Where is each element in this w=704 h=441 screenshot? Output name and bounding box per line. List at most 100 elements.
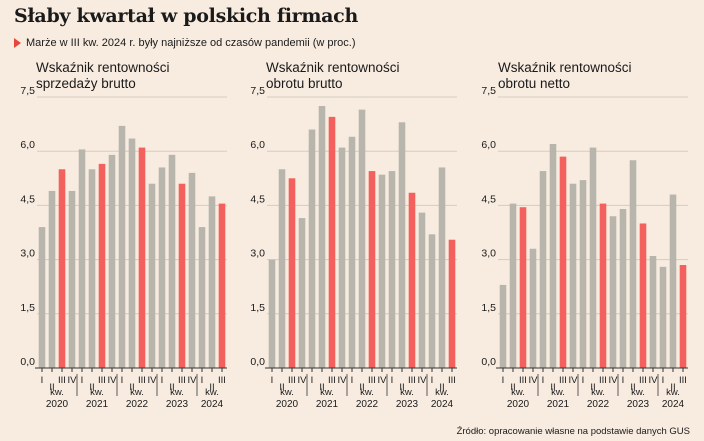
y-tick-label: 6,0 bbox=[481, 139, 496, 151]
bar bbox=[198, 227, 206, 368]
quarter-label: III bbox=[519, 375, 527, 386]
kw-label: kw. bbox=[551, 387, 565, 398]
quarter-label: IV bbox=[148, 375, 158, 386]
quarter-label: I bbox=[622, 375, 625, 386]
bar bbox=[499, 284, 507, 368]
red-triangle-icon bbox=[14, 38, 21, 48]
kw-label: kw. bbox=[280, 387, 294, 398]
quarter-label: IV bbox=[188, 375, 198, 386]
bar bbox=[218, 203, 226, 368]
y-tick-label: 3,0 bbox=[250, 248, 265, 260]
quarter-label: I bbox=[201, 375, 204, 386]
y-tick-label: 0,0 bbox=[481, 356, 496, 368]
year-label: 2023 bbox=[166, 399, 189, 410]
quarter-label: III bbox=[408, 375, 416, 386]
quarter-label: II bbox=[510, 382, 515, 393]
year-label: 2023 bbox=[396, 399, 419, 410]
year-label: 2023 bbox=[627, 399, 650, 410]
quarter-label: II bbox=[550, 382, 555, 393]
quarter-label: IV bbox=[378, 375, 388, 386]
chart-title: Słaby kwartał w polskich firmach bbox=[14, 5, 358, 27]
panel-title-turnover-gross: Wskaźnik rentowności obrotu brutto bbox=[266, 60, 446, 92]
kw-label: kw. bbox=[50, 387, 64, 398]
y-tick-label: 0,0 bbox=[20, 356, 35, 368]
bar bbox=[308, 129, 316, 368]
quarter-label: I bbox=[41, 375, 44, 386]
panel-title-turnover-net: Wskaźnik rentowności obrotu netto bbox=[498, 60, 678, 92]
quarter-label: I bbox=[431, 375, 434, 386]
quarter-label: I bbox=[311, 375, 314, 386]
bar bbox=[108, 154, 116, 368]
quarter-label: IV bbox=[529, 375, 539, 386]
kw-label: kw. bbox=[511, 387, 525, 398]
bar bbox=[298, 218, 306, 368]
bar bbox=[669, 194, 677, 368]
quarter-label: I bbox=[582, 375, 585, 386]
bar bbox=[178, 183, 186, 368]
year-label: 2021 bbox=[86, 399, 109, 410]
year-label: 2021 bbox=[547, 399, 570, 410]
kw-label: kw. bbox=[591, 387, 605, 398]
year-label: 2022 bbox=[356, 399, 379, 410]
bar bbox=[288, 178, 296, 368]
bar bbox=[679, 265, 687, 368]
y-tick-label: 1,5 bbox=[481, 302, 496, 314]
quarter-label: II bbox=[49, 382, 54, 393]
y-tick-label: 1,5 bbox=[250, 302, 265, 314]
bar bbox=[98, 163, 106, 368]
bar bbox=[168, 154, 176, 368]
quarter-label: IV bbox=[569, 375, 579, 386]
quarter-label: III bbox=[368, 375, 376, 386]
kw-label: kw. bbox=[631, 387, 645, 398]
quarter-label: II bbox=[439, 382, 444, 393]
bar bbox=[659, 266, 667, 368]
quarter-label: III bbox=[218, 375, 226, 386]
year-label: 2022 bbox=[126, 399, 149, 410]
quarter-label: I bbox=[662, 375, 665, 386]
chart-subtitle: Marże w III kw. 2024 r. były najniższe o… bbox=[14, 37, 356, 49]
bar bbox=[408, 192, 416, 368]
bar bbox=[539, 171, 547, 368]
kw-label: kw. bbox=[320, 387, 334, 398]
kw-label: kw. bbox=[435, 387, 449, 398]
quarter-label: IV bbox=[68, 375, 78, 386]
quarter-label: II bbox=[359, 382, 364, 393]
bar bbox=[368, 171, 376, 368]
kw-label: kw. bbox=[666, 387, 680, 398]
bar bbox=[388, 171, 396, 368]
subtitle-text: Marże w III kw. 2024 r. były najniższe o… bbox=[26, 37, 356, 49]
year-label: 2022 bbox=[587, 399, 610, 410]
panel-title-line: Wskaźnik rentowności bbox=[36, 60, 170, 75]
bar bbox=[268, 259, 276, 368]
bar bbox=[418, 212, 426, 368]
quarter-label: I bbox=[271, 375, 274, 386]
year-label: 2024 bbox=[201, 399, 224, 410]
quarter-label: IV bbox=[609, 375, 619, 386]
kw-label: kw. bbox=[360, 387, 374, 398]
year-label: 2024 bbox=[662, 399, 685, 410]
quarter-label: IV bbox=[108, 375, 118, 386]
quarter-label: II bbox=[590, 382, 595, 393]
y-tick-label: 6,0 bbox=[250, 139, 265, 151]
bar bbox=[529, 248, 537, 368]
source-note: Źródło: opracowanie własne na podstawie … bbox=[456, 426, 690, 437]
bar bbox=[338, 147, 346, 368]
quarter-label: II bbox=[399, 382, 404, 393]
y-tick-label: 7,5 bbox=[250, 85, 265, 97]
bar bbox=[88, 169, 96, 368]
bar bbox=[519, 207, 527, 368]
quarter-label: I bbox=[391, 375, 394, 386]
bar bbox=[509, 203, 517, 368]
bar bbox=[559, 156, 567, 368]
bar bbox=[609, 216, 617, 368]
quarter-label: II bbox=[169, 382, 174, 393]
quarter-label: I bbox=[351, 375, 354, 386]
bar bbox=[448, 239, 456, 368]
y-tick-label: 6,0 bbox=[20, 139, 35, 151]
year-label: 2020 bbox=[276, 399, 299, 410]
quarter-label: II bbox=[129, 382, 134, 393]
bar bbox=[208, 196, 216, 368]
bar bbox=[438, 167, 446, 368]
quarter-label: III bbox=[599, 375, 607, 386]
